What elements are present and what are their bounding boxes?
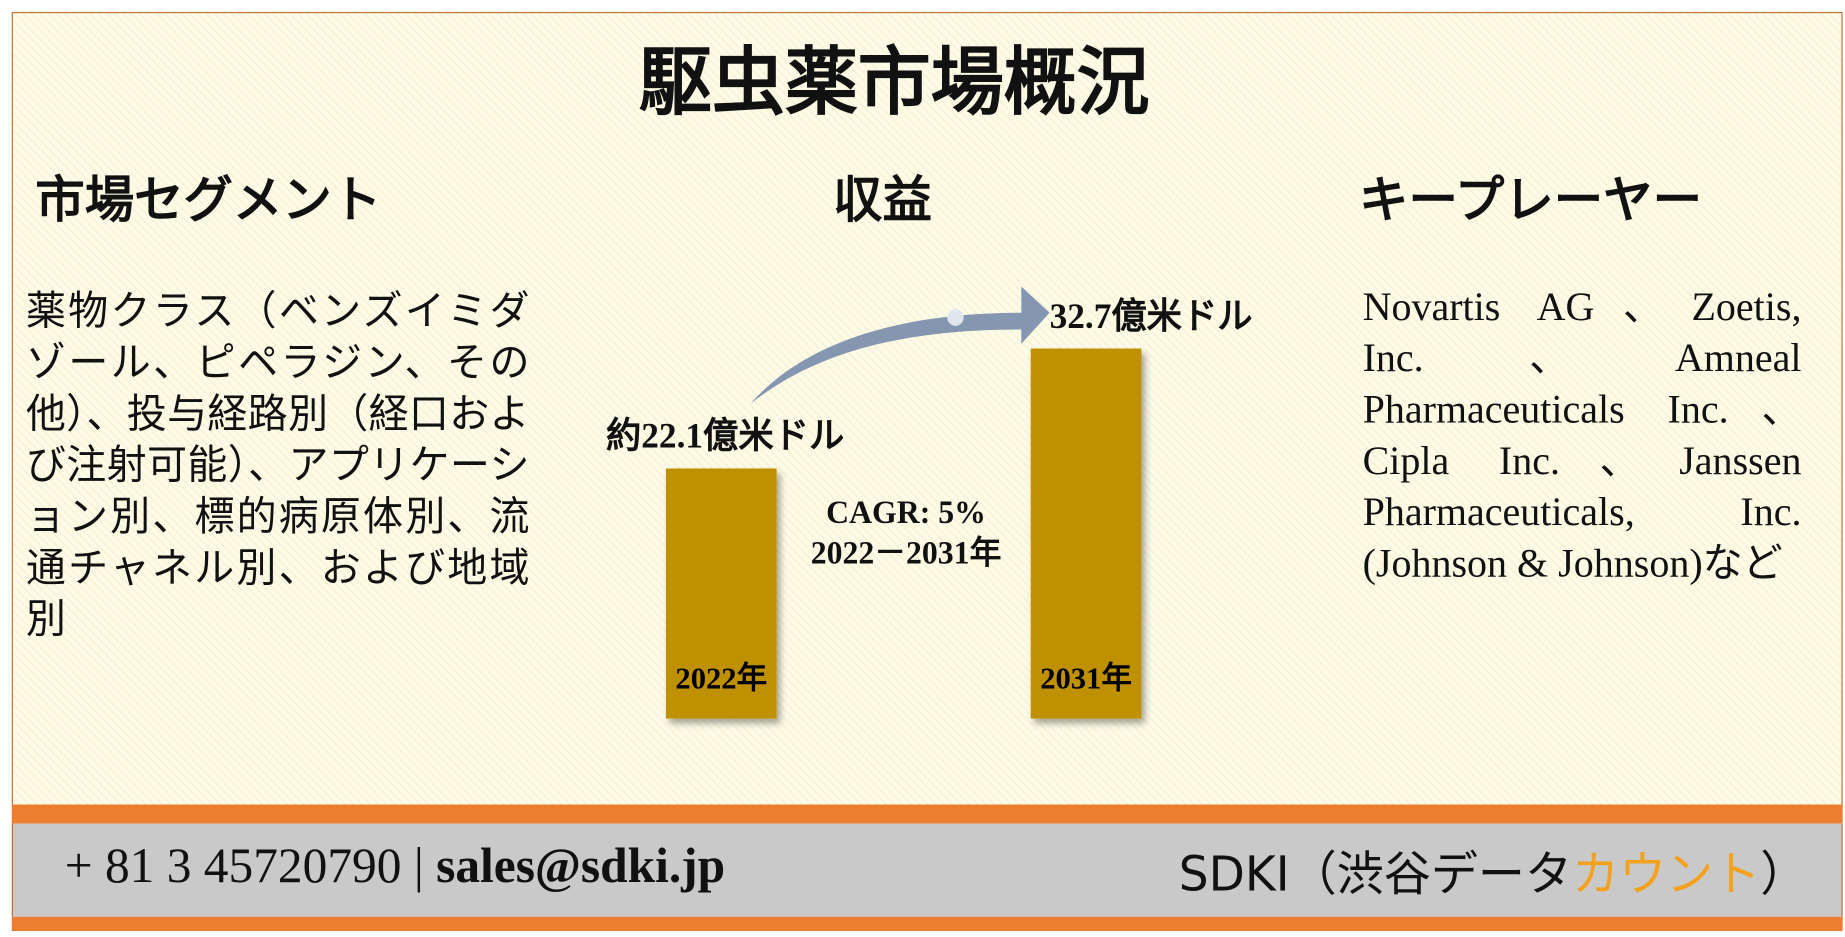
bar bbox=[665, 468, 777, 719]
contact: + 81 3 45720790 | sales@sdki.jp bbox=[65, 838, 725, 895]
cagr-box: CAGR: 5% 2022－2031年 bbox=[765, 492, 1047, 573]
players-text: Novartis AG、Zoetis, Inc.、Amneal Pharmace… bbox=[1362, 285, 1802, 587]
footer-band bbox=[11, 823, 1843, 917]
title: 駆虫薬市場概況 bbox=[638, 42, 1150, 125]
content-panel bbox=[11, 11, 1843, 807]
value-label: 約22.1億米ドル bbox=[605, 417, 845, 457]
bar bbox=[1030, 348, 1142, 719]
brand-highlight: カウント bbox=[1572, 847, 1761, 903]
separator: | bbox=[413, 839, 424, 895]
email[interactable]: sales@sdki.jp bbox=[436, 839, 726, 895]
growth-arrow bbox=[750, 286, 1050, 404]
bar-category: 2022年 bbox=[675, 662, 767, 696]
brand-close: ） bbox=[1760, 847, 1808, 903]
brand-name: SDKI（渋谷データ bbox=[1178, 847, 1573, 903]
bar-category: 2031年 bbox=[1040, 662, 1132, 696]
brand: SDKI（渋谷データカウント） bbox=[1179, 836, 1808, 905]
phone: + 81 3 45720790 bbox=[64, 839, 402, 895]
segments-text: 薬物クラス（ベンズイミダゾール、ピペラジン、その他）、投与経路別（経口および注射… bbox=[25, 290, 530, 643]
players-heading: キープレーヤー bbox=[1359, 174, 1703, 230]
value-label: 32.7億米ドル bbox=[1049, 297, 1253, 337]
cagr: CAGR: 5% bbox=[826, 494, 986, 530]
arrow-dot bbox=[947, 309, 964, 326]
segments-heading: 市場セグメント bbox=[35, 174, 382, 230]
footer-band-bottom bbox=[11, 916, 1843, 932]
revenue-heading: 収益 bbox=[833, 174, 932, 230]
footer-band-top bbox=[11, 804, 1843, 824]
cagr-period: 2022－2031年 bbox=[810, 534, 1002, 571]
